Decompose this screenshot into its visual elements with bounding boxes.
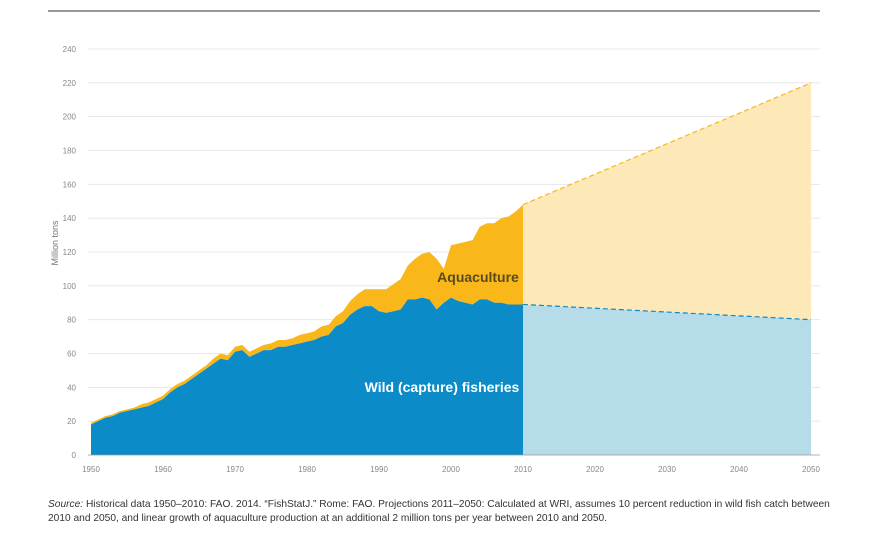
x-tick-2050: 2050 [802,465,820,474]
x-tick-labels: 1950 1960 1970 1980 1990 2000 2010 2020 2030 2040… [82,465,820,474]
wild-projection-area [523,304,811,455]
x-tick-2040: 2040 [730,465,748,474]
wild-projection-line [522,303,812,321]
aquaculture-projection-line [522,82,812,206]
y-axis-label: Million tons [50,220,60,266]
x-tick-2010: 2010 [514,465,532,474]
aquaculture-area [91,204,523,425]
x-tick-2000: 2000 [442,465,460,474]
y-tick-60: 60 [67,350,76,359]
source-text: Historical data 1950–2010: FAO. 2014. “F… [48,499,830,524]
y-tick-labels: 0 20 40 60 80 100 120 140 160 180 200 220 240 [63,45,77,460]
y-tick-220: 220 [63,79,77,88]
x-tick-1950: 1950 [82,465,100,474]
source-note: Source: Historical data 1950–2010: FAO. … [48,498,838,526]
y-tick-20: 20 [67,417,76,426]
x-tick-2020: 2020 [586,465,604,474]
chart-areas [91,82,811,455]
projection-lines [522,82,812,321]
y-tick-180: 180 [63,147,77,156]
source-label: Source: [48,499,84,510]
y-tick-0: 0 [72,451,77,460]
x-tick-1980: 1980 [298,465,316,474]
x-tick-1970: 1970 [226,465,244,474]
x-tick-2030: 2030 [658,465,676,474]
y-tick-100: 100 [63,282,77,291]
wild-fisheries-area [91,297,523,455]
y-tick-140: 140 [63,214,77,223]
wild-fisheries-label: Wild (capture) fisheries [365,379,520,395]
y-tick-120: 120 [63,248,77,257]
y-tick-200: 200 [63,113,77,122]
y-tick-80: 80 [67,316,76,325]
x-tick-1960: 1960 [154,465,172,474]
aquaculture-projection-area [523,82,811,320]
y-tick-160: 160 [63,180,77,189]
y-tick-40: 40 [67,383,76,392]
aquaculture-label: Aquaculture [437,269,519,285]
y-tick-240: 240 [63,45,77,54]
x-tick-1990: 1990 [370,465,388,474]
